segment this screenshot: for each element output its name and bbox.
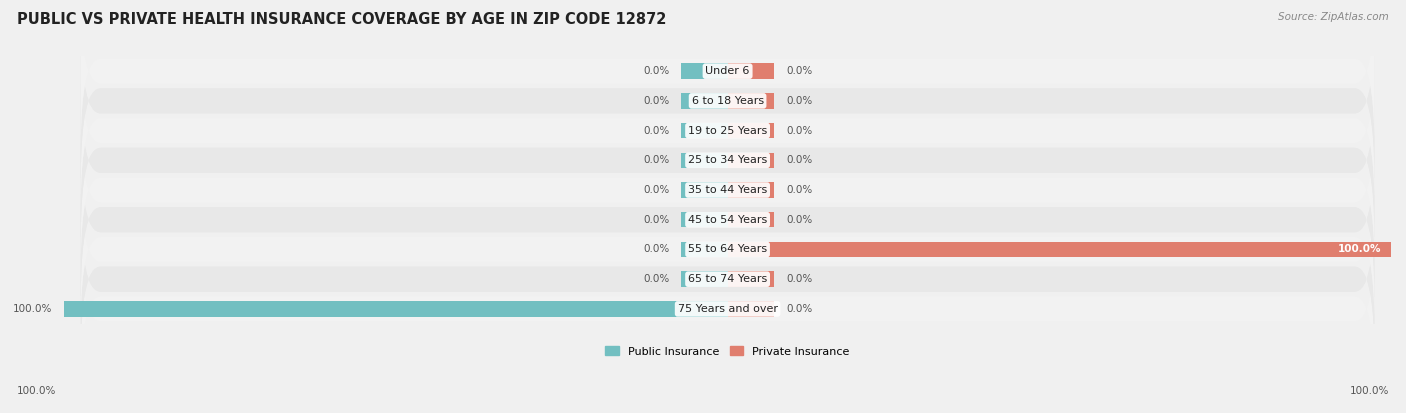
Text: 0.0%: 0.0% [786, 274, 813, 284]
Text: 19 to 25 Years: 19 to 25 Years [688, 126, 768, 135]
Bar [681, 123, 727, 138]
Bar [727, 242, 1391, 257]
Text: 0.0%: 0.0% [643, 215, 669, 225]
Text: 100.0%: 100.0% [17, 387, 56, 396]
Text: 0.0%: 0.0% [786, 66, 813, 76]
FancyBboxPatch shape [80, 202, 1375, 356]
Legend: Public Insurance, Private Insurance: Public Insurance, Private Insurance [600, 342, 855, 361]
Bar [65, 301, 727, 317]
Text: 25 to 34 Years: 25 to 34 Years [688, 155, 768, 165]
Bar [681, 152, 727, 168]
Text: 6 to 18 Years: 6 to 18 Years [692, 96, 763, 106]
FancyBboxPatch shape [80, 232, 1375, 386]
Text: 100.0%: 100.0% [1337, 244, 1381, 254]
Text: 0.0%: 0.0% [786, 304, 813, 314]
Text: 35 to 44 Years: 35 to 44 Years [688, 185, 768, 195]
Text: 0.0%: 0.0% [786, 215, 813, 225]
Text: 0.0%: 0.0% [643, 66, 669, 76]
Bar [681, 182, 727, 198]
Text: 0.0%: 0.0% [643, 126, 669, 135]
Text: PUBLIC VS PRIVATE HEALTH INSURANCE COVERAGE BY AGE IN ZIP CODE 12872: PUBLIC VS PRIVATE HEALTH INSURANCE COVER… [17, 12, 666, 27]
Bar [727, 212, 775, 228]
Text: 0.0%: 0.0% [786, 96, 813, 106]
Bar [727, 64, 775, 79]
Text: 55 to 64 Years: 55 to 64 Years [688, 244, 768, 254]
FancyBboxPatch shape [80, 84, 1375, 237]
Bar [681, 64, 727, 79]
Text: 0.0%: 0.0% [643, 274, 669, 284]
FancyBboxPatch shape [80, 113, 1375, 267]
Bar [681, 93, 727, 109]
FancyBboxPatch shape [80, 54, 1375, 207]
Bar [727, 271, 775, 287]
Text: 0.0%: 0.0% [786, 185, 813, 195]
Text: 100.0%: 100.0% [1350, 387, 1389, 396]
Text: 0.0%: 0.0% [643, 96, 669, 106]
Text: 0.0%: 0.0% [786, 155, 813, 165]
Text: Under 6: Under 6 [706, 66, 749, 76]
Bar [727, 93, 775, 109]
Bar [727, 182, 775, 198]
Text: 45 to 54 Years: 45 to 54 Years [688, 215, 768, 225]
Bar [727, 152, 775, 168]
Text: 0.0%: 0.0% [643, 155, 669, 165]
Bar [681, 212, 727, 228]
Bar [727, 123, 775, 138]
Bar [727, 301, 775, 317]
Text: 65 to 74 Years: 65 to 74 Years [688, 274, 768, 284]
Text: 75 Years and over: 75 Years and over [678, 304, 778, 314]
Text: Source: ZipAtlas.com: Source: ZipAtlas.com [1278, 12, 1389, 22]
Text: 0.0%: 0.0% [786, 126, 813, 135]
FancyBboxPatch shape [80, 0, 1375, 148]
Text: 0.0%: 0.0% [643, 244, 669, 254]
FancyBboxPatch shape [80, 24, 1375, 178]
Text: 0.0%: 0.0% [643, 185, 669, 195]
Bar [681, 242, 727, 257]
FancyBboxPatch shape [80, 173, 1375, 326]
Bar [681, 271, 727, 287]
Text: 100.0%: 100.0% [13, 304, 52, 314]
FancyBboxPatch shape [80, 143, 1375, 297]
